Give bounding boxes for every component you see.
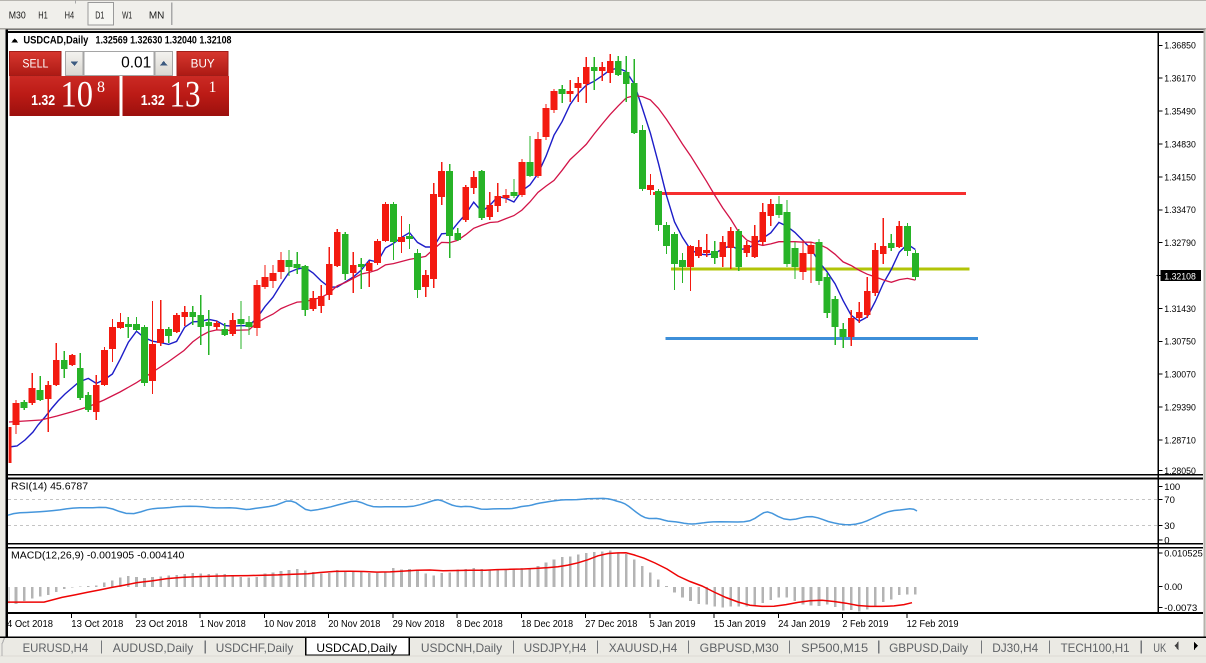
svg-text:12 Feb 2019: 12 Feb 2019 <box>907 619 959 630</box>
svg-text:1.31430: 1.31430 <box>1164 304 1196 315</box>
svg-text:EURUSD,H4: EURUSD,H4 <box>23 641 89 655</box>
svg-text:M30: M30 <box>9 10 26 22</box>
svg-text:GBPUSD,M30: GBPUSD,M30 <box>700 641 779 655</box>
svg-text:0.00: 0.00 <box>1164 582 1182 593</box>
svg-text:10 Nov 2018: 10 Nov 2018 <box>264 619 316 630</box>
svg-text:RSI(14) 45.6787: RSI(14) 45.6787 <box>11 481 88 493</box>
svg-text:1.32569 1.32630 1.32040 1.3210: 1.32569 1.32630 1.32040 1.32108 <box>96 34 232 46</box>
svg-text:1: 1 <box>209 79 217 96</box>
svg-text:SELL: SELL <box>22 58 49 70</box>
svg-text:GBPUSD,Daily: GBPUSD,Daily <box>889 641 968 655</box>
svg-text:10: 10 <box>61 75 94 116</box>
svg-text:USDJPY,H4: USDJPY,H4 <box>524 641 587 655</box>
svg-text:H1: H1 <box>38 10 48 22</box>
svg-text:70: 70 <box>1164 495 1175 506</box>
svg-text:1 Nov 2018: 1 Nov 2018 <box>200 619 246 630</box>
svg-text:BUY: BUY <box>191 58 215 70</box>
svg-text:USDCAD,Daily: USDCAD,Daily <box>316 641 397 655</box>
svg-text:30: 30 <box>1164 521 1175 532</box>
svg-text:-0.0073: -0.0073 <box>1164 603 1197 614</box>
svg-text:1.33470: 1.33470 <box>1164 205 1196 216</box>
svg-text:0.01: 0.01 <box>121 54 151 71</box>
svg-text:0: 0 <box>1164 535 1169 546</box>
svg-text:0.010525: 0.010525 <box>1164 549 1203 560</box>
svg-text:2 Feb 2019: 2 Feb 2019 <box>842 619 888 630</box>
svg-text:1.30750: 1.30750 <box>1164 337 1196 348</box>
svg-text:23 Oct 2018: 23 Oct 2018 <box>136 619 188 630</box>
svg-text:DJ30,H4: DJ30,H4 <box>992 641 1038 655</box>
svg-text:18 Dec 2018: 18 Dec 2018 <box>521 619 573 630</box>
svg-text:1.28710: 1.28710 <box>1164 435 1196 446</box>
svg-text:MN: MN <box>149 10 165 22</box>
svg-text:24 Jan 2019: 24 Jan 2019 <box>778 619 830 630</box>
svg-text:1.32790: 1.32790 <box>1164 238 1196 249</box>
svg-text:XAUUSD,H4: XAUUSD,H4 <box>609 641 678 655</box>
svg-text:D1: D1 <box>95 10 104 22</box>
svg-text:1.30070: 1.30070 <box>1164 370 1196 381</box>
svg-text:1.28050: 1.28050 <box>1164 466 1196 477</box>
svg-text:5 Jan 2019: 5 Jan 2019 <box>650 619 696 630</box>
svg-text:1.34150: 1.34150 <box>1164 172 1196 183</box>
svg-text:1.32: 1.32 <box>31 93 55 109</box>
svg-text:1.35490: 1.35490 <box>1164 107 1196 118</box>
svg-text:13: 13 <box>170 75 201 116</box>
svg-text:H4: H4 <box>65 10 75 22</box>
svg-text:SP500,M15: SP500,M15 <box>801 641 868 655</box>
svg-text:1.32: 1.32 <box>141 93 165 109</box>
svg-text:TECH100,H1: TECH100,H1 <box>1061 641 1130 655</box>
svg-text:20 Nov 2018: 20 Nov 2018 <box>328 619 380 630</box>
svg-text:USDCAD,Daily: USDCAD,Daily <box>23 34 88 46</box>
svg-text:USDCNH,Daily: USDCNH,Daily <box>421 641 502 655</box>
svg-text:13 Oct 2018: 13 Oct 2018 <box>71 619 123 630</box>
svg-text:UK: UK <box>1153 641 1166 655</box>
svg-text:8: 8 <box>97 79 105 96</box>
svg-text:AUDUSD,Daily: AUDUSD,Daily <box>113 641 194 655</box>
svg-text:USDCHF,Daily: USDCHF,Daily <box>216 641 294 655</box>
svg-text:1.32108: 1.32108 <box>1164 271 1196 282</box>
svg-text:1.29390: 1.29390 <box>1164 403 1196 414</box>
svg-text:29 Nov 2018: 29 Nov 2018 <box>393 619 445 630</box>
svg-text:100: 100 <box>1164 482 1180 493</box>
svg-text:27 Dec 2018: 27 Dec 2018 <box>585 619 637 630</box>
svg-text:1.34830: 1.34830 <box>1164 139 1196 150</box>
svg-text:4 Oct 2018: 4 Oct 2018 <box>7 619 53 630</box>
svg-text:8 Dec 2018: 8 Dec 2018 <box>457 619 503 630</box>
svg-text:MACD(12,26,9) -0.001905 -0.004: MACD(12,26,9) -0.001905 -0.004140 <box>11 550 185 562</box>
svg-text:1.36850: 1.36850 <box>1164 41 1196 52</box>
svg-text:15 Jan 2019: 15 Jan 2019 <box>714 619 766 630</box>
svg-text:1.36170: 1.36170 <box>1164 74 1196 85</box>
svg-text:W1: W1 <box>122 10 132 22</box>
